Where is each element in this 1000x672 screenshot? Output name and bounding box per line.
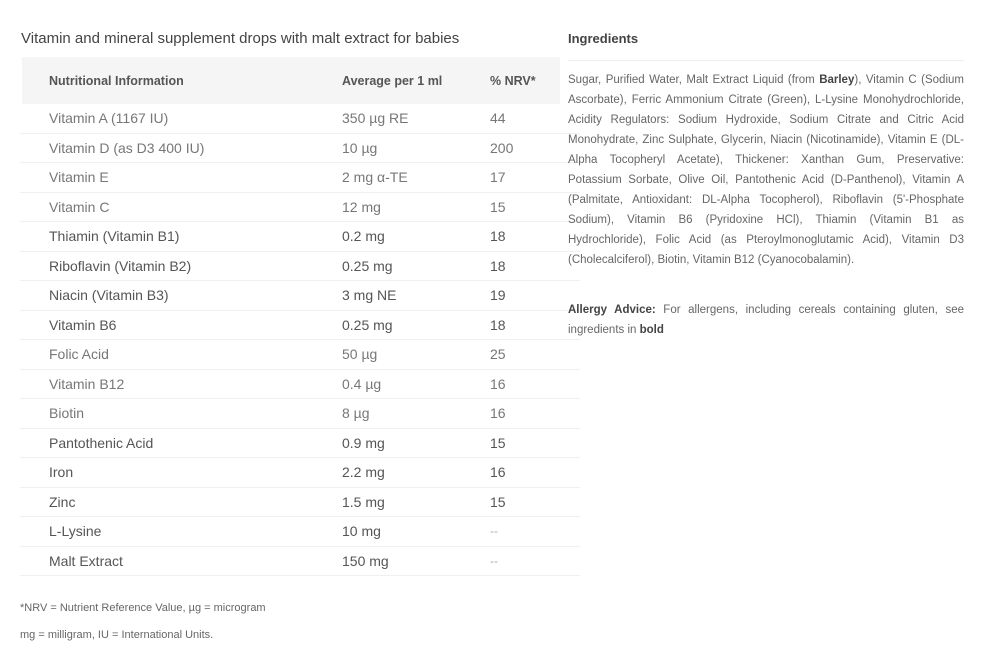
ingredients-part: Sugar, Purified Water, Malt Extract Liqu… [568,74,820,86]
table-row: Zinc 1.5 mg 15 [20,488,580,517]
nutrient-name: Folic Acid [49,346,109,363]
table-row: Thiamin (Vitamin B1) 0.2 mg 18 [20,222,580,252]
nutrient-nrv: 44 [490,110,506,127]
footnote-nrv: *NRV = Nutrient Reference Value, µg = mi… [20,602,266,614]
nutrient-name: Vitamin C [49,198,110,215]
nutrient-amount: 150 mg [342,552,389,569]
nutrient-name: Vitamin B12 [49,375,125,392]
nutrient-nrv: 18 [490,316,506,333]
nutrient-amount: 0.25 mg [342,257,393,274]
nutrient-amount: 12 mg [342,198,381,215]
ingredients-allergen: Barley [819,74,855,86]
nutrient-nrv: 17 [490,169,506,186]
nutrient-name: Thiamin (Vitamin B1) [49,228,180,245]
nutrient-amount: 2.2 mg [342,464,385,481]
nutrient-name: Zinc [49,493,76,510]
table-row: Niacin (Vitamin B3) 3 mg NE 19 [20,281,580,311]
nutrient-amount: 0.4 µg [342,375,382,392]
nutrient-amount: 3 mg NE [342,287,397,304]
nutrient-nrv: 15 [490,434,506,451]
nutrient-nrv: 18 [490,228,506,245]
table-row: Vitamin B12 0.4 µg 16 [20,370,580,399]
nutrient-nrv: 16 [490,375,506,392]
nutrient-nrv: 15 [490,493,506,510]
nutrient-amount: 350 µg RE [342,110,409,127]
nutrition-table: Nutritional Information Average per 1 ml… [20,57,580,576]
nutrient-amount: 0.25 mg [342,316,393,333]
nutrient-name: Niacin (Vitamin B3) [49,287,169,304]
nutrient-amount: 10 µg [342,139,378,156]
nutrient-nrv: 200 [490,139,514,156]
nutrient-name: Vitamin B6 [49,316,117,333]
table-row: Vitamin E 2 mg α-TE 17 [20,163,580,193]
nutrient-nrv: 18 [490,257,506,274]
nutrient-name: Vitamin D (as D3 400 IU) [49,139,205,156]
header-nrv: % NRV* [490,73,536,88]
nutrient-amount: 0.2 mg [342,228,385,245]
table-row: Vitamin A (1167 IU) 350 µg RE 44 [20,104,580,134]
allergy-advice: Allergy Advice: For allergens, including… [568,300,964,340]
nutrient-name: L-Lysine [49,523,102,540]
nutrient-name: Pantothenic Acid [49,434,154,451]
allergy-bold: bold [639,324,664,336]
divider [568,60,964,61]
product-title: Vitamin and mineral supplement drops wit… [21,30,460,47]
nutrient-nrv: -- [490,553,498,568]
nutrient-amount: 10 mg [342,523,381,540]
ingredients-text: Sugar, Purified Water, Malt Extract Liqu… [568,70,964,270]
nutrient-nrv: 19 [490,287,506,304]
allergy-label: Allergy Advice: [568,304,656,316]
nutrient-nrv: 15 [490,198,506,215]
ingredients-part: ), Vitamin C (Sodium Ascorbate), Ferric … [568,74,964,266]
table-row: Riboflavin (Vitamin B2) 0.25 mg 18 [20,252,580,281]
table-header: Nutritional Information Average per 1 ml… [22,57,560,104]
nutrient-name: Vitamin E [49,169,109,186]
table-row: Vitamin B6 0.25 mg 18 [20,311,580,340]
table-row: Biotin 8 µg 16 [20,399,580,429]
table-row: Folic Acid 50 µg 25 [20,340,580,370]
nutrient-nrv: -- [490,524,498,539]
table-row: Iron 2.2 mg 16 [20,458,580,488]
nutrient-name: Iron [49,464,74,481]
nutrient-nrv: 16 [490,405,506,422]
footnote-units: mg = milligram, IU = International Units… [20,629,214,641]
allergy-text: For allergens, including cereals contain… [568,304,964,336]
nutrient-amount: 0.9 mg [342,434,385,451]
nutrient-amount: 8 µg [342,405,370,422]
table-row: Malt Extract 150 mg -- [20,547,580,576]
nutrient-nrv: 25 [490,346,506,363]
nutrient-name: Malt Extract [49,552,123,569]
table-row: L-Lysine 10 mg -- [20,517,580,547]
header-average: Average per 1 ml [342,73,443,88]
ingredients-title: Ingredients [568,31,639,46]
nutrient-name: Riboflavin (Vitamin B2) [49,257,192,274]
nutrient-name: Biotin [49,405,85,422]
table-row: Vitamin D (as D3 400 IU) 10 µg 200 [20,134,580,163]
table-row: Pantothenic Acid 0.9 mg 15 [20,429,580,458]
header-nutrition: Nutritional Information [49,73,184,88]
nutrient-name: Vitamin A (1167 IU) [49,110,169,127]
nutrient-nrv: 16 [490,464,506,481]
nutrient-amount: 2 mg α-TE [342,169,408,186]
nutrient-amount: 50 µg [342,346,378,363]
table-row: Vitamin C 12 mg 15 [20,193,580,222]
nutrient-amount: 1.5 mg [342,493,385,510]
